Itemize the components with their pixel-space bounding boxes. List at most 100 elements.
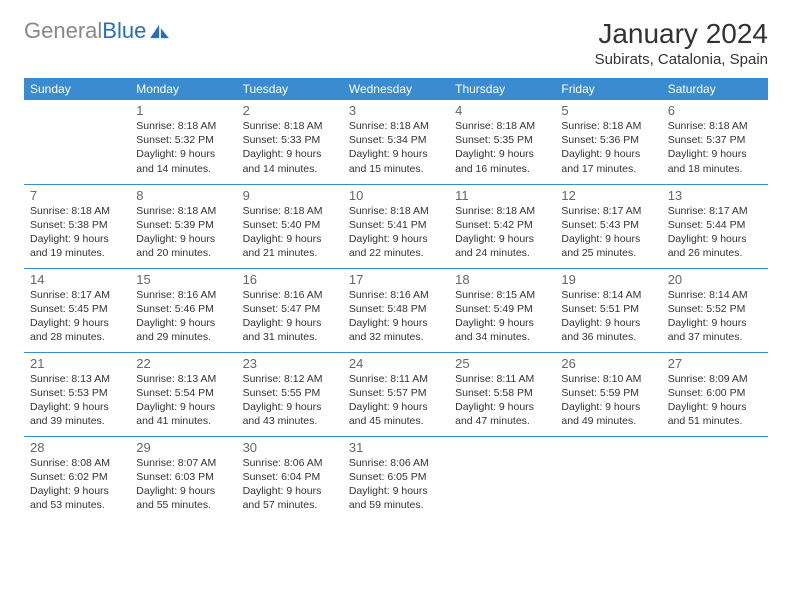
calendar-cell: 23Sunrise: 8:12 AMSunset: 5:55 PMDayligh… — [237, 352, 343, 436]
calendar-cell — [662, 436, 768, 520]
day-number: 15 — [136, 272, 230, 287]
header: GeneralBlue January 2024 Subirats, Catal… — [24, 18, 768, 68]
day-number: 24 — [349, 356, 443, 371]
weekday-header: Thursday — [449, 78, 555, 100]
day-number: 26 — [561, 356, 655, 371]
calendar-cell: 11Sunrise: 8:18 AMSunset: 5:42 PMDayligh… — [449, 184, 555, 268]
calendar-cell: 14Sunrise: 8:17 AMSunset: 5:45 PMDayligh… — [24, 268, 130, 352]
day-info: Sunrise: 8:10 AMSunset: 5:59 PMDaylight:… — [561, 372, 655, 429]
day-info: Sunrise: 8:13 AMSunset: 5:54 PMDaylight:… — [136, 372, 230, 429]
day-info: Sunrise: 8:12 AMSunset: 5:55 PMDaylight:… — [243, 372, 337, 429]
calendar-cell — [449, 436, 555, 520]
day-info: Sunrise: 8:18 AMSunset: 5:37 PMDaylight:… — [668, 119, 762, 176]
day-info: Sunrise: 8:14 AMSunset: 5:51 PMDaylight:… — [561, 288, 655, 345]
day-number: 12 — [561, 188, 655, 203]
day-info: Sunrise: 8:15 AMSunset: 5:49 PMDaylight:… — [455, 288, 549, 345]
weekday-header: Tuesday — [237, 78, 343, 100]
day-info: Sunrise: 8:16 AMSunset: 5:48 PMDaylight:… — [349, 288, 443, 345]
calendar-header-row: SundayMondayTuesdayWednesdayThursdayFrid… — [24, 78, 768, 100]
calendar-cell: 20Sunrise: 8:14 AMSunset: 5:52 PMDayligh… — [662, 268, 768, 352]
calendar-cell: 13Sunrise: 8:17 AMSunset: 5:44 PMDayligh… — [662, 184, 768, 268]
day-info: Sunrise: 8:18 AMSunset: 5:33 PMDaylight:… — [243, 119, 337, 176]
sail-icon — [149, 23, 171, 39]
day-info: Sunrise: 8:18 AMSunset: 5:42 PMDaylight:… — [455, 204, 549, 261]
day-number: 28 — [30, 440, 124, 455]
day-info: Sunrise: 8:18 AMSunset: 5:32 PMDaylight:… — [136, 119, 230, 176]
day-number: 2 — [243, 103, 337, 118]
logo-part1: General — [24, 18, 102, 43]
day-info: Sunrise: 8:17 AMSunset: 5:44 PMDaylight:… — [668, 204, 762, 261]
day-info: Sunrise: 8:08 AMSunset: 6:02 PMDaylight:… — [30, 456, 124, 513]
day-info: Sunrise: 8:18 AMSunset: 5:35 PMDaylight:… — [455, 119, 549, 176]
calendar-cell: 17Sunrise: 8:16 AMSunset: 5:48 PMDayligh… — [343, 268, 449, 352]
calendar-table: SundayMondayTuesdayWednesdayThursdayFrid… — [24, 78, 768, 520]
day-number: 20 — [668, 272, 762, 287]
day-number: 17 — [349, 272, 443, 287]
day-info: Sunrise: 8:18 AMSunset: 5:38 PMDaylight:… — [30, 204, 124, 261]
day-number: 1 — [136, 103, 230, 118]
day-number: 7 — [30, 188, 124, 203]
day-info: Sunrise: 8:18 AMSunset: 5:39 PMDaylight:… — [136, 204, 230, 261]
day-number: 31 — [349, 440, 443, 455]
location: Subirats, Catalonia, Spain — [595, 51, 768, 68]
logo: GeneralBlue — [24, 18, 171, 44]
calendar-cell: 29Sunrise: 8:07 AMSunset: 6:03 PMDayligh… — [130, 436, 236, 520]
day-info: Sunrise: 8:14 AMSunset: 5:52 PMDaylight:… — [668, 288, 762, 345]
day-number: 18 — [455, 272, 549, 287]
day-number: 3 — [349, 103, 443, 118]
title-block: January 2024 Subirats, Catalonia, Spain — [595, 18, 768, 68]
calendar-cell: 26Sunrise: 8:10 AMSunset: 5:59 PMDayligh… — [555, 352, 661, 436]
day-number: 16 — [243, 272, 337, 287]
day-info: Sunrise: 8:09 AMSunset: 6:00 PMDaylight:… — [668, 372, 762, 429]
day-info: Sunrise: 8:17 AMSunset: 5:45 PMDaylight:… — [30, 288, 124, 345]
day-number: 23 — [243, 356, 337, 371]
day-number: 13 — [668, 188, 762, 203]
day-number: 21 — [30, 356, 124, 371]
weekday-header: Sunday — [24, 78, 130, 100]
calendar-cell: 31Sunrise: 8:06 AMSunset: 6:05 PMDayligh… — [343, 436, 449, 520]
weekday-header: Saturday — [662, 78, 768, 100]
day-number: 25 — [455, 356, 549, 371]
day-info: Sunrise: 8:18 AMSunset: 5:40 PMDaylight:… — [243, 204, 337, 261]
day-info: Sunrise: 8:06 AMSunset: 6:04 PMDaylight:… — [243, 456, 337, 513]
day-number: 11 — [455, 188, 549, 203]
calendar-cell: 28Sunrise: 8:08 AMSunset: 6:02 PMDayligh… — [24, 436, 130, 520]
day-number: 19 — [561, 272, 655, 287]
calendar-cell: 6Sunrise: 8:18 AMSunset: 5:37 PMDaylight… — [662, 100, 768, 184]
calendar-cell: 8Sunrise: 8:18 AMSunset: 5:39 PMDaylight… — [130, 184, 236, 268]
calendar-cell: 27Sunrise: 8:09 AMSunset: 6:00 PMDayligh… — [662, 352, 768, 436]
calendar-cell: 22Sunrise: 8:13 AMSunset: 5:54 PMDayligh… — [130, 352, 236, 436]
month-title: January 2024 — [595, 18, 768, 50]
day-info: Sunrise: 8:11 AMSunset: 5:58 PMDaylight:… — [455, 372, 549, 429]
day-info: Sunrise: 8:18 AMSunset: 5:34 PMDaylight:… — [349, 119, 443, 176]
calendar-cell: 24Sunrise: 8:11 AMSunset: 5:57 PMDayligh… — [343, 352, 449, 436]
day-number: 29 — [136, 440, 230, 455]
calendar-cell: 15Sunrise: 8:16 AMSunset: 5:46 PMDayligh… — [130, 268, 236, 352]
calendar-cell: 5Sunrise: 8:18 AMSunset: 5:36 PMDaylight… — [555, 100, 661, 184]
weekday-header: Wednesday — [343, 78, 449, 100]
calendar-cell: 12Sunrise: 8:17 AMSunset: 5:43 PMDayligh… — [555, 184, 661, 268]
weekday-header: Monday — [130, 78, 236, 100]
day-number: 10 — [349, 188, 443, 203]
day-info: Sunrise: 8:06 AMSunset: 6:05 PMDaylight:… — [349, 456, 443, 513]
day-info: Sunrise: 8:07 AMSunset: 6:03 PMDaylight:… — [136, 456, 230, 513]
day-number: 6 — [668, 103, 762, 118]
calendar-cell: 25Sunrise: 8:11 AMSunset: 5:58 PMDayligh… — [449, 352, 555, 436]
day-info: Sunrise: 8:18 AMSunset: 5:36 PMDaylight:… — [561, 119, 655, 176]
calendar-cell: 2Sunrise: 8:18 AMSunset: 5:33 PMDaylight… — [237, 100, 343, 184]
calendar-cell: 19Sunrise: 8:14 AMSunset: 5:51 PMDayligh… — [555, 268, 661, 352]
weekday-header: Friday — [555, 78, 661, 100]
day-info: Sunrise: 8:16 AMSunset: 5:46 PMDaylight:… — [136, 288, 230, 345]
logo-text: GeneralBlue — [24, 18, 146, 44]
day-info: Sunrise: 8:11 AMSunset: 5:57 PMDaylight:… — [349, 372, 443, 429]
day-info: Sunrise: 8:16 AMSunset: 5:47 PMDaylight:… — [243, 288, 337, 345]
calendar-cell: 1Sunrise: 8:18 AMSunset: 5:32 PMDaylight… — [130, 100, 236, 184]
day-number: 27 — [668, 356, 762, 371]
calendar-cell: 16Sunrise: 8:16 AMSunset: 5:47 PMDayligh… — [237, 268, 343, 352]
day-number: 5 — [561, 103, 655, 118]
calendar-cell: 3Sunrise: 8:18 AMSunset: 5:34 PMDaylight… — [343, 100, 449, 184]
calendar-cell: 30Sunrise: 8:06 AMSunset: 6:04 PMDayligh… — [237, 436, 343, 520]
day-number: 4 — [455, 103, 549, 118]
day-number: 8 — [136, 188, 230, 203]
day-info: Sunrise: 8:17 AMSunset: 5:43 PMDaylight:… — [561, 204, 655, 261]
